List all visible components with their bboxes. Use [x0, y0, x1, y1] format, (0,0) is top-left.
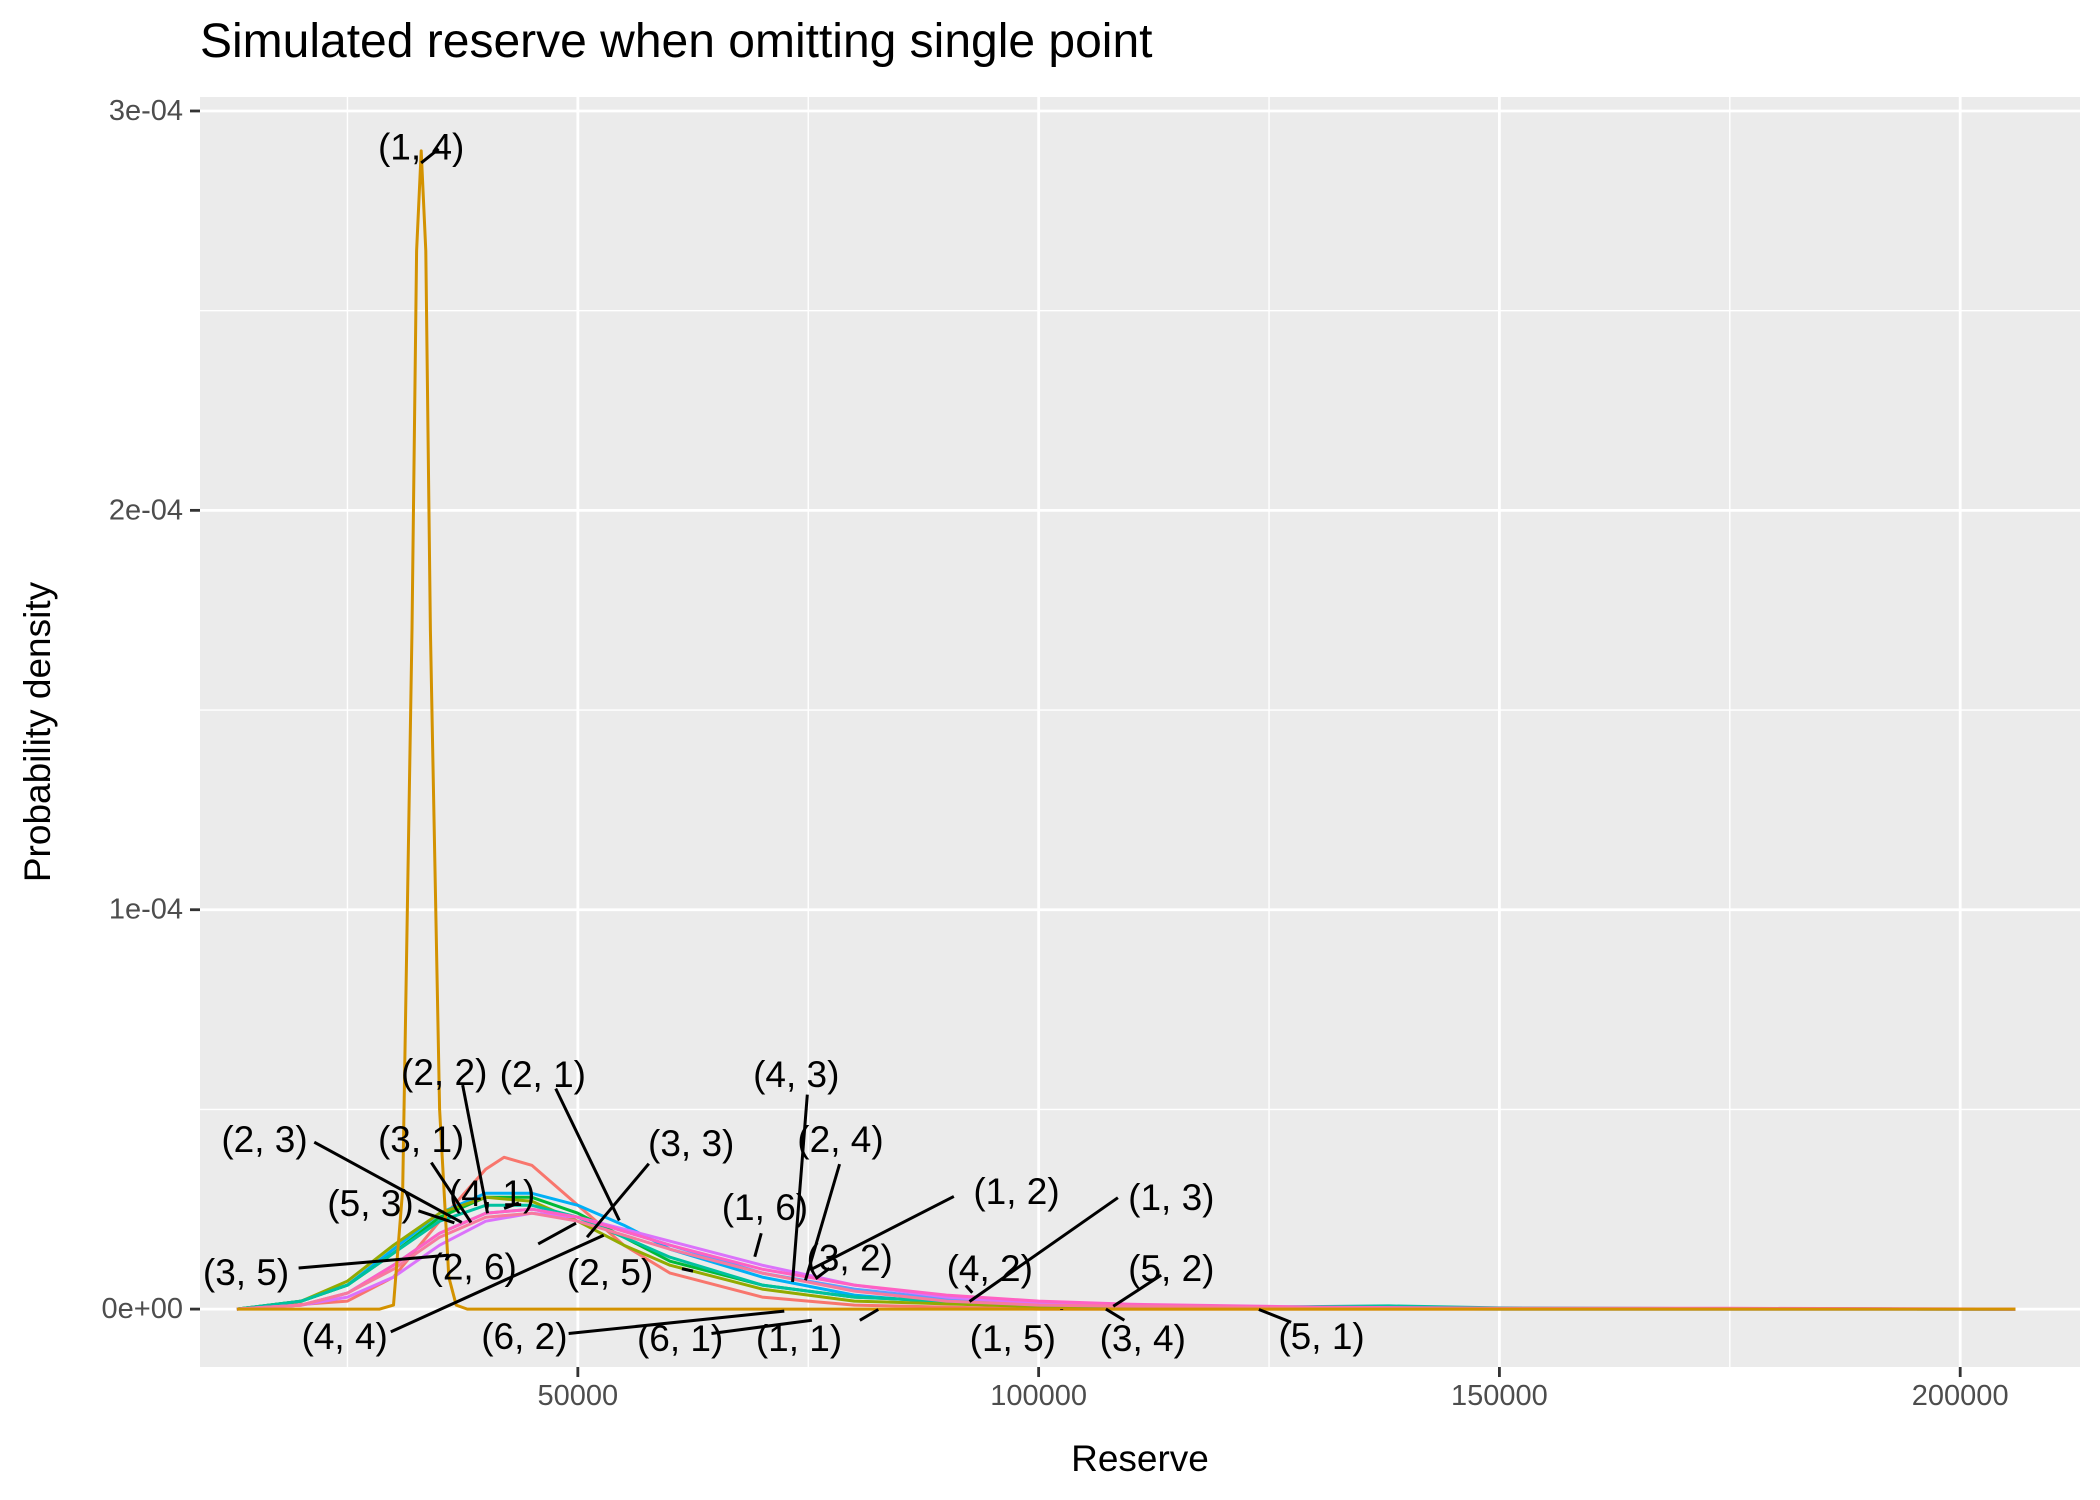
- point-label: (4, 2): [947, 1248, 1033, 1289]
- leader-line: [1105, 1307, 1126, 1322]
- leader-line: [537, 1221, 577, 1246]
- leader-line: [430, 1161, 473, 1224]
- leader-line: [1258, 1308, 1292, 1324]
- leader-line: [585, 1162, 650, 1239]
- x-tick-label: 150000: [1451, 1380, 1548, 1412]
- leader-line: [298, 1253, 449, 1270]
- point-label: (2, 1): [500, 1054, 586, 1095]
- leader-line: [681, 1267, 694, 1273]
- point-label: (5, 1): [1278, 1316, 1364, 1357]
- chart-title: Simulated reserve when omitting single p…: [200, 15, 1153, 68]
- point-label: (3, 3): [648, 1123, 734, 1164]
- leader-line: [1112, 1273, 1163, 1308]
- point-label: (1, 4): [378, 126, 464, 167]
- x-axis: 50000 100000 150000 200000: [538, 1367, 2009, 1412]
- x-tick-label: 100000: [990, 1380, 1087, 1412]
- leader-line: [809, 1195, 955, 1272]
- leader-line: [461, 1084, 490, 1214]
- leader-line: [313, 1140, 463, 1224]
- point-label: (5, 3): [327, 1183, 413, 1224]
- point-label: (4, 4): [302, 1316, 388, 1357]
- y-tick-label: 1e-04: [109, 894, 183, 926]
- point-labels: (1, 4) (2, 2) (2, 1) (4, 3) (2, 3) (3, 1) (3, …: [203, 126, 1365, 1359]
- point-label: (1, 1): [756, 1318, 842, 1359]
- y-tick-label: 2e-04: [109, 494, 183, 526]
- label-leader-lines: [298, 147, 1292, 1335]
- point-label: (1, 3): [1128, 1177, 1214, 1218]
- leader-line: [568, 1309, 785, 1335]
- point-label: (5, 2): [1128, 1248, 1214, 1289]
- point-label: (2, 3): [221, 1119, 307, 1160]
- point-label: (4, 3): [753, 1054, 839, 1095]
- leader-line: [791, 1094, 809, 1283]
- point-label: (2, 2): [401, 1052, 487, 1093]
- leader-line: [554, 1087, 621, 1222]
- point-label: (1, 6): [722, 1187, 808, 1228]
- leader-line: [753, 1232, 763, 1258]
- x-tick-label: 200000: [1912, 1380, 2009, 1412]
- leader-line: [804, 1163, 842, 1281]
- leader-line: [968, 1196, 1119, 1303]
- point-label: (2, 4): [797, 1119, 883, 1160]
- point-label: (2, 6): [431, 1246, 517, 1287]
- series-line: [236, 1211, 2016, 1311]
- y-axis-title: Probability density: [17, 581, 58, 882]
- leader-line: [814, 1267, 831, 1280]
- point-label: (2, 5): [567, 1252, 653, 1293]
- density-series: [236, 149, 2016, 1311]
- plot-panel: [200, 97, 2080, 1367]
- point-label: (3, 2): [807, 1237, 893, 1278]
- point-label: (1, 2): [973, 1171, 1059, 1212]
- minor-gridlines: [200, 97, 2080, 1367]
- y-tick-label: 3e-04: [109, 95, 183, 127]
- leader-line: [711, 1318, 813, 1335]
- point-label: (3, 1): [378, 1119, 464, 1160]
- leader-line: [417, 1209, 455, 1225]
- leader-line: [964, 1284, 974, 1294]
- x-axis-title: Reserve: [1071, 1438, 1209, 1479]
- point-label: (4, 1): [449, 1173, 535, 1214]
- leader-line: [859, 1308, 880, 1322]
- y-axis: 0e+00 1e-04 2e-04 3e-04: [102, 95, 200, 1325]
- y-tick-label: 0e+00: [102, 1293, 183, 1325]
- leader-line: [390, 1233, 605, 1334]
- point-label: (6, 2): [481, 1316, 567, 1357]
- leader-line: [503, 1201, 520, 1210]
- leader-line: [420, 147, 440, 165]
- point-label: (3, 5): [203, 1252, 289, 1293]
- point-label: (6, 1): [637, 1318, 723, 1359]
- series-line: [236, 149, 2016, 1311]
- point-label: (1, 5): [970, 1318, 1056, 1359]
- x-tick-label: 50000: [538, 1380, 619, 1412]
- point-label: (3, 4): [1100, 1318, 1186, 1359]
